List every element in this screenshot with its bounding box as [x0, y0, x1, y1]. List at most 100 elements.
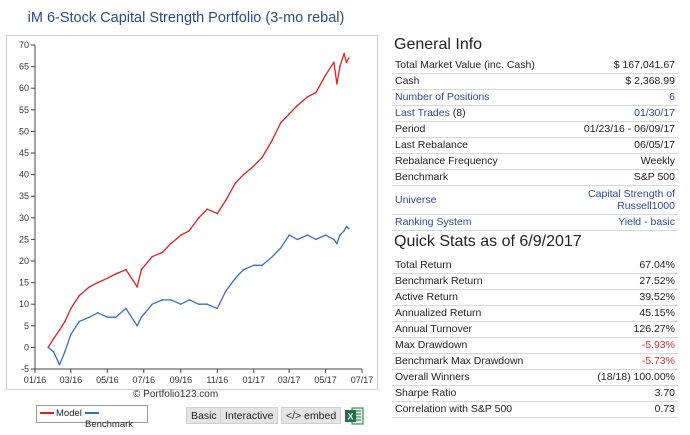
data-point-benchmark	[345, 225, 348, 228]
data-point-benchmark	[64, 350, 66, 353]
excel-icon[interactable]: X	[345, 406, 364, 426]
data-point-model	[296, 104, 299, 107]
data-point-benchmark	[315, 238, 317, 241]
y-tick-label: 65	[19, 62, 29, 72]
data-point-benchmark	[336, 242, 338, 245]
data-point-benchmark	[169, 299, 172, 301]
general-info-title: General Info	[394, 36, 483, 53]
row-value: -5.73%	[568, 353, 678, 370]
data-point-benchmark	[52, 350, 55, 353]
y-tick-label: 0	[24, 342, 29, 352]
data-point-model	[216, 212, 219, 215]
row-label[interactable]: Universe	[392, 185, 562, 215]
row-value[interactable]: 01/30/17	[562, 105, 678, 122]
row-label[interactable]: Number of Positions	[392, 89, 562, 106]
table-row: Benchmark S&P 500	[392, 169, 678, 186]
row-value: $ 2,368.99	[562, 73, 678, 90]
legend-item-model[interactable]: Model	[40, 408, 82, 419]
data-point-model	[336, 83, 338, 85]
y-tick-label: 50	[19, 126, 29, 136]
data-point-benchmark	[198, 303, 200, 306]
legend-item-benchmark[interactable]: Benchmark	[85, 408, 147, 430]
data-point-model	[52, 338, 55, 340]
data-point-benchmark	[206, 303, 208, 306]
table-row: Last Trades (8) 01/30/17	[392, 105, 678, 122]
row-label: Correlation with S&P 500	[392, 401, 569, 418]
data-point-model	[339, 65, 341, 68]
data-point-model	[169, 242, 172, 245]
table-row: Correlation with S&P 500 0.73	[392, 401, 678, 418]
data-point-model	[64, 320, 66, 323]
data-point-model	[125, 268, 127, 271]
data-point-model	[288, 113, 290, 115]
data-point-benchmark	[78, 320, 80, 323]
basic-button[interactable]: Basic	[186, 407, 222, 424]
table-row: Annualized Return 45.15%	[392, 305, 678, 322]
embed-button[interactable]: </> embed	[281, 407, 342, 424]
y-tick-label: 30	[19, 213, 29, 223]
row-value: 06/05/17	[562, 137, 678, 154]
data-point-benchmark	[343, 230, 345, 232]
quick-stats-title: Quick Stats as of 6/9/2017	[394, 233, 582, 250]
data-point-model	[161, 251, 164, 254]
row-label: Cash	[392, 73, 562, 90]
row-value[interactable]: Capital Strength of Russell1000	[562, 185, 678, 215]
data-point-model	[253, 165, 255, 167]
interactive-button[interactable]: Interactive	[220, 407, 279, 424]
last-trades-link[interactable]: Last Trades	[395, 107, 450, 119]
data-point-model	[58, 329, 61, 331]
data-point-model	[198, 217, 200, 219]
data-point-benchmark	[88, 316, 91, 319]
data-point-benchmark	[279, 247, 282, 249]
data-point-model	[279, 122, 282, 124]
quick-stats-table: Total Return 67.04% Benchmark Return 27.52%…	[392, 258, 678, 418]
data-point-benchmark	[188, 299, 190, 301]
x-tick-label: 05/17	[314, 375, 337, 385]
data-point-benchmark	[58, 363, 61, 366]
data-point-model	[140, 268, 143, 271]
y-tick-label: 35	[19, 191, 29, 201]
x-tick-label: 11/16	[206, 375, 228, 385]
table-row: Total Return 67.04%	[392, 258, 678, 274]
row-label[interactable]: Ranking System	[392, 214, 562, 231]
row-value[interactable]: 6	[562, 89, 678, 106]
row-label[interactable]: Last Trades (8)	[392, 105, 562, 122]
data-point-model	[88, 286, 91, 288]
table-row: Overall Winners (18/18) 100.00%	[392, 369, 678, 386]
row-label: Annual Turnover	[392, 321, 569, 338]
row-label: Total Market Value (inc. Cash)	[392, 58, 562, 74]
data-point-model	[333, 61, 335, 64]
row-label: Rebalance Frequency	[392, 153, 562, 170]
table-row: Period 01/23/16 - 06/09/17	[392, 121, 678, 138]
data-point-benchmark	[348, 227, 350, 230]
data-point-benchmark	[216, 307, 219, 310]
data-point-benchmark	[339, 234, 341, 236]
x-tick-label: 03/17	[278, 375, 301, 385]
table-row: Active Return 39.52%	[392, 289, 678, 306]
chart-legend: Model Benchmark	[36, 405, 148, 430]
data-point-benchmark	[97, 312, 99, 314]
y-tick-label: 10	[19, 299, 29, 309]
data-point-model	[343, 52, 345, 55]
row-label: Period	[392, 121, 562, 138]
y-tick-label: 5	[24, 321, 29, 331]
table-row: Benchmark Max Drawdown -5.73%	[392, 353, 678, 370]
row-value: 0.73	[568, 401, 678, 418]
row-value: 39.52%	[568, 289, 678, 306]
row-value: Weekly	[562, 153, 678, 170]
row-value[interactable]: Yield - basic	[562, 214, 678, 231]
data-point-benchmark	[271, 255, 274, 258]
data-point-benchmark	[288, 234, 290, 236]
table-row: Benchmark Return 27.52%	[392, 273, 678, 290]
chart-svg: -5 0 5 10 15 20 25 30 35 40 45 50 55 60 65 70 01/16 03/16…	[19, 40, 373, 385]
legend-label-model: Model	[56, 408, 82, 419]
data-point-model	[261, 156, 263, 159]
data-point-benchmark	[306, 234, 309, 236]
data-point-model	[151, 255, 153, 258]
row-label: Annualized Return	[392, 305, 569, 322]
row-label: Max Drawdown	[392, 337, 569, 354]
row-label: Benchmark	[392, 169, 562, 186]
data-point-benchmark	[242, 268, 245, 271]
performance-chart: -5 0 5 10 15 20 25 30 35 40 45 50 55 60 65 70 01/16 03/16…	[6, 35, 378, 390]
series-line-model	[47, 52, 350, 348]
